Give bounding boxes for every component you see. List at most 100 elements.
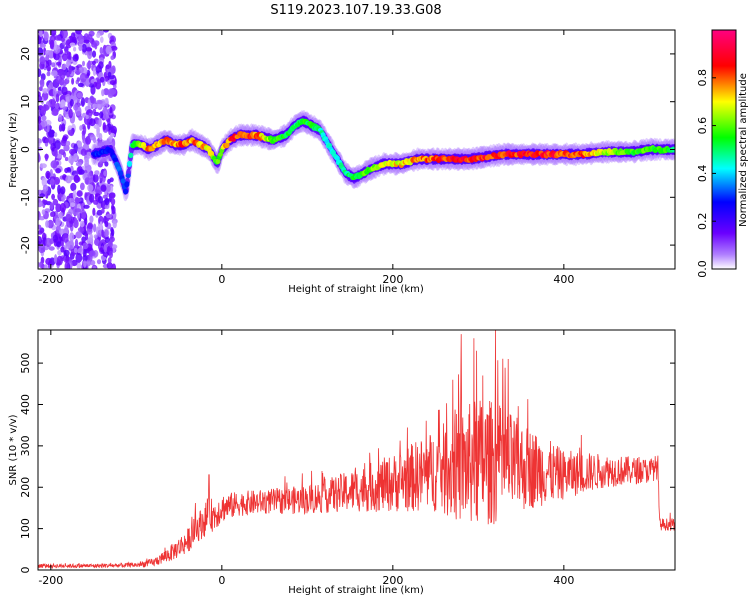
noise-cell bbox=[87, 222, 94, 230]
noise-cell bbox=[60, 186, 66, 195]
noise-cell bbox=[89, 118, 96, 127]
noise-cell bbox=[73, 46, 77, 52]
noise-cell bbox=[45, 170, 51, 179]
noise-cell bbox=[65, 93, 71, 103]
spectrogram-x-tick-label: 400 bbox=[553, 273, 574, 286]
noise-cell bbox=[41, 115, 47, 121]
noise-cell bbox=[74, 208, 82, 213]
noise-cell bbox=[62, 135, 68, 142]
noise-cell bbox=[98, 215, 104, 225]
ridge-cell bbox=[215, 158, 221, 165]
noise-cell bbox=[56, 241, 62, 248]
noise-cell bbox=[76, 92, 83, 99]
noise-cell bbox=[82, 125, 87, 135]
noise-cell bbox=[61, 196, 65, 202]
noise-cell bbox=[71, 259, 78, 267]
noise-cell bbox=[98, 117, 102, 128]
noise-cell bbox=[105, 64, 110, 70]
noise-cell bbox=[38, 230, 43, 235]
noise-cell bbox=[61, 86, 68, 96]
noise-cell bbox=[49, 169, 53, 177]
noise-cell bbox=[39, 30, 43, 38]
noise-cell bbox=[70, 182, 77, 192]
noise-cell bbox=[49, 211, 55, 217]
colorbar-tick-label: 0.2 bbox=[696, 212, 709, 230]
noise-cell bbox=[98, 61, 104, 69]
spectrogram-x-tick-label: 200 bbox=[382, 273, 403, 286]
noise-cell bbox=[38, 224, 42, 230]
noise-cell bbox=[104, 237, 110, 244]
noise-cell bbox=[86, 61, 92, 69]
noise-cell bbox=[89, 177, 93, 185]
noise-cell bbox=[96, 209, 103, 216]
noise-cell bbox=[73, 247, 78, 254]
noise-cell bbox=[104, 161, 109, 167]
noise-cell bbox=[58, 113, 63, 122]
noise-cell bbox=[44, 138, 50, 144]
noise-cell bbox=[79, 220, 85, 228]
noise-cell bbox=[69, 239, 74, 250]
noise-cell bbox=[62, 30, 68, 39]
ridge-cell bbox=[125, 173, 131, 178]
noise-cell bbox=[63, 144, 70, 152]
noise-cell bbox=[87, 184, 94, 192]
noise-cell bbox=[99, 172, 104, 181]
noise-cell bbox=[92, 67, 97, 76]
noise-cell bbox=[87, 49, 93, 60]
noise-cell bbox=[102, 30, 109, 33]
noise-cell bbox=[40, 107, 47, 116]
noise-cell bbox=[55, 93, 60, 103]
noise-cell bbox=[48, 246, 55, 251]
snr-x-tick-label: 0 bbox=[218, 574, 225, 587]
noise-cell bbox=[103, 170, 107, 177]
noise-cell bbox=[77, 227, 85, 233]
noise-cell bbox=[65, 175, 72, 184]
noise-cell bbox=[92, 103, 99, 108]
noise-cell bbox=[80, 182, 85, 191]
noise-cell bbox=[78, 115, 83, 121]
noise-cell bbox=[99, 76, 105, 83]
noise-cell bbox=[79, 72, 87, 83]
noise-cell bbox=[109, 132, 115, 138]
noise-cell bbox=[110, 45, 118, 51]
noise-cell bbox=[102, 122, 107, 131]
noise-cell bbox=[38, 236, 43, 245]
noise-cell bbox=[104, 97, 109, 104]
noise-cell bbox=[50, 70, 58, 77]
noise-cell bbox=[65, 39, 72, 49]
noise-cell bbox=[86, 151, 92, 159]
noise-cell bbox=[93, 111, 100, 117]
noise-cell bbox=[42, 88, 48, 94]
spectrogram-y-tick-label: 10 bbox=[19, 95, 32, 109]
noise-cell bbox=[52, 198, 59, 206]
noise-cell bbox=[94, 42, 98, 50]
noise-cell bbox=[69, 42, 76, 47]
noise-cell bbox=[53, 147, 58, 158]
snr-x-tick-label: -200 bbox=[38, 574, 63, 587]
noise-cell bbox=[96, 259, 102, 265]
noise-cell bbox=[77, 140, 82, 148]
noise-cell bbox=[96, 99, 103, 105]
noise-cell bbox=[109, 192, 116, 199]
snr-y-tick-label: 500 bbox=[19, 353, 32, 374]
noise-cell bbox=[107, 257, 112, 264]
noise-cell bbox=[101, 89, 105, 97]
snr-background bbox=[38, 330, 675, 570]
noise-cell bbox=[60, 246, 65, 253]
snr-x-tick-label: 400 bbox=[553, 574, 574, 587]
noise-cell bbox=[44, 50, 52, 55]
colorbar-tick-label: 0.6 bbox=[696, 117, 709, 135]
noise-cell bbox=[99, 47, 104, 55]
noise-cell bbox=[38, 68, 42, 77]
noise-cell bbox=[111, 138, 116, 148]
noise-cell bbox=[75, 161, 83, 167]
noise-cell bbox=[100, 184, 107, 192]
noise-cell bbox=[65, 241, 71, 250]
noise-cell bbox=[45, 220, 50, 228]
ridge-cell bbox=[126, 160, 133, 167]
noise-cell bbox=[82, 60, 85, 67]
noise-cell bbox=[39, 56, 46, 65]
noise-cell bbox=[65, 140, 71, 147]
noise-cell bbox=[93, 81, 98, 88]
